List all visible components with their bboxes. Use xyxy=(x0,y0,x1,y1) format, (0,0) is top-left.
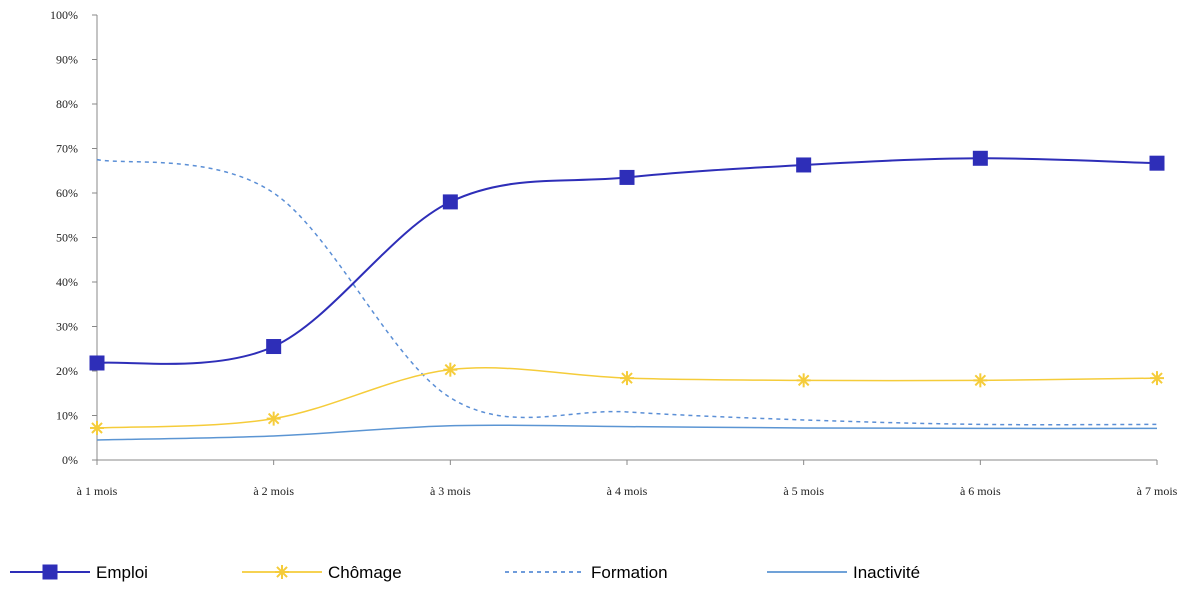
x-tick-label: à 6 mois xyxy=(960,484,1001,498)
legend-marker xyxy=(42,564,58,580)
axes xyxy=(96,15,1157,461)
y-tick-label: 40% xyxy=(56,275,78,289)
data-point-emploi xyxy=(1149,155,1165,171)
legend-item-chomage: Chômage xyxy=(242,563,402,582)
data-point-chomage xyxy=(90,420,104,435)
series-line-emploi xyxy=(96,157,1158,365)
legend-label: Inactivité xyxy=(853,563,920,582)
y-tick-label: 60% xyxy=(56,186,78,200)
y-tick-label: 20% xyxy=(56,364,78,378)
data-point-chomage xyxy=(266,411,281,426)
legend-marker xyxy=(275,565,289,579)
data-point-chomage xyxy=(443,362,458,377)
legend-label: Chômage xyxy=(328,563,402,582)
data-point-emploi xyxy=(796,157,812,173)
x-tick-label: à 2 mois xyxy=(253,484,294,498)
series-lines xyxy=(96,157,1158,441)
legend: Emploi Chômage Formation Inactivité xyxy=(10,563,920,582)
data-point-emploi xyxy=(266,339,282,355)
x-tick-label: à 1 mois xyxy=(77,484,118,498)
y-tick-label: 80% xyxy=(56,97,78,111)
legend-item-inactivite: Inactivité xyxy=(767,563,920,582)
data-point-chomage xyxy=(796,373,811,388)
x-tick-label: à 7 mois xyxy=(1137,484,1178,498)
series-line-formation xyxy=(96,158,1158,426)
y-tick-label: 30% xyxy=(56,320,78,334)
legend-item-emploi: Emploi xyxy=(10,563,148,582)
data-point-emploi xyxy=(89,355,105,371)
data-point-chomage xyxy=(620,371,634,386)
y-tick-label: 0% xyxy=(62,453,78,467)
x-tick-label: à 4 mois xyxy=(607,484,648,498)
data-point-emploi xyxy=(972,150,988,166)
data-point-emploi xyxy=(619,169,635,185)
y-tick-label: 50% xyxy=(56,231,78,245)
x-axis-ticks: à 1 mois à 2 mois à 3 mois à 4 mois à 5 mois… xyxy=(77,460,1178,498)
legend-item-formation: Formation xyxy=(505,563,668,582)
legend-label: Emploi xyxy=(96,563,148,582)
y-tick-label: 90% xyxy=(56,53,78,67)
y-tick-label: 100% xyxy=(50,8,78,22)
y-tick-label: 70% xyxy=(56,142,78,156)
data-point-chomage xyxy=(973,373,988,388)
x-tick-label: à 3 mois xyxy=(430,484,471,498)
data-point-emploi xyxy=(442,194,458,210)
y-tick-label: 10% xyxy=(56,409,78,423)
y-axis-ticks: 0% 10% 20% 30% 40% 50% 60% 70% 80% 90% 100% xyxy=(50,8,97,467)
data-point-chomage xyxy=(1150,371,1164,386)
series-markers xyxy=(89,150,1165,435)
legend-label: Formation xyxy=(591,563,668,582)
x-tick-label: à 5 mois xyxy=(783,484,824,498)
series-line-inactivite xyxy=(96,424,1158,441)
